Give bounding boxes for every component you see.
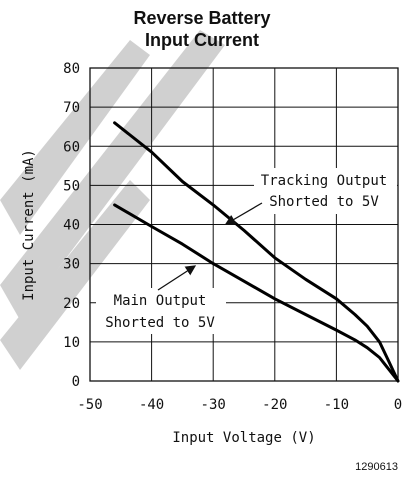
x-axis-label: Input Voltage (V) bbox=[172, 430, 315, 446]
main-annotation-line-2: Shorted to 5V bbox=[105, 315, 215, 331]
y-tick-label-7: 70 bbox=[63, 100, 80, 116]
x-tick-label-5: 0 bbox=[394, 397, 402, 413]
y-tick-label-6: 60 bbox=[63, 139, 80, 155]
y-tick-label-5: 50 bbox=[63, 178, 80, 194]
tracking-annotation-line-2: Shorted to 5V bbox=[269, 194, 379, 210]
plot-frame bbox=[89, 67, 399, 382]
footer-code: 1290613 bbox=[355, 461, 398, 473]
y-axis-label: Input Current (mA) bbox=[21, 149, 37, 301]
y-tick-label-3: 30 bbox=[63, 257, 80, 273]
main-annotation: Main Output Shorted to 5V bbox=[96, 265, 226, 334]
series-lines bbox=[113, 121, 400, 383]
y-tick-labels: 0 10 20 30 40 50 60 70 80 bbox=[63, 61, 80, 390]
main-output-line bbox=[113, 203, 400, 383]
tracking-annotation-arrow bbox=[224, 202, 263, 225]
y-tick-label-4: 40 bbox=[63, 218, 80, 234]
x-tick-label-2: -30 bbox=[201, 397, 226, 413]
y-tick-label-8: 80 bbox=[63, 61, 80, 77]
watermark bbox=[0, 30, 225, 370]
x-tick-label-3: -20 bbox=[262, 397, 287, 413]
chart-title-line-1: Reverse Battery bbox=[133, 8, 270, 28]
tracking-output-line bbox=[113, 121, 400, 383]
x-tick-label-4: -10 bbox=[324, 397, 349, 413]
tracking-annotation-line-1: Tracking Output bbox=[261, 173, 387, 189]
x-tick-labels: -50 -40 -30 -20 -10 0 bbox=[77, 397, 402, 413]
x-tick-label-0: -50 bbox=[77, 397, 102, 413]
x-tick-label-1: -40 bbox=[139, 397, 164, 413]
gridlines bbox=[90, 68, 398, 381]
main-annotation-bg bbox=[96, 288, 226, 334]
y-tick-label-1: 10 bbox=[63, 335, 80, 351]
chart-title-line-2: Input Current bbox=[145, 30, 259, 50]
main-annotation-arrow bbox=[157, 265, 197, 291]
y-tick-label-2: 20 bbox=[63, 296, 80, 312]
tracking-annotation: Tracking Output Shorted to 5V bbox=[224, 168, 397, 225]
tracking-annotation-bg bbox=[254, 168, 397, 214]
main-annotation-line-1: Main Output bbox=[114, 293, 207, 309]
y-tick-label-0: 0 bbox=[72, 374, 80, 390]
